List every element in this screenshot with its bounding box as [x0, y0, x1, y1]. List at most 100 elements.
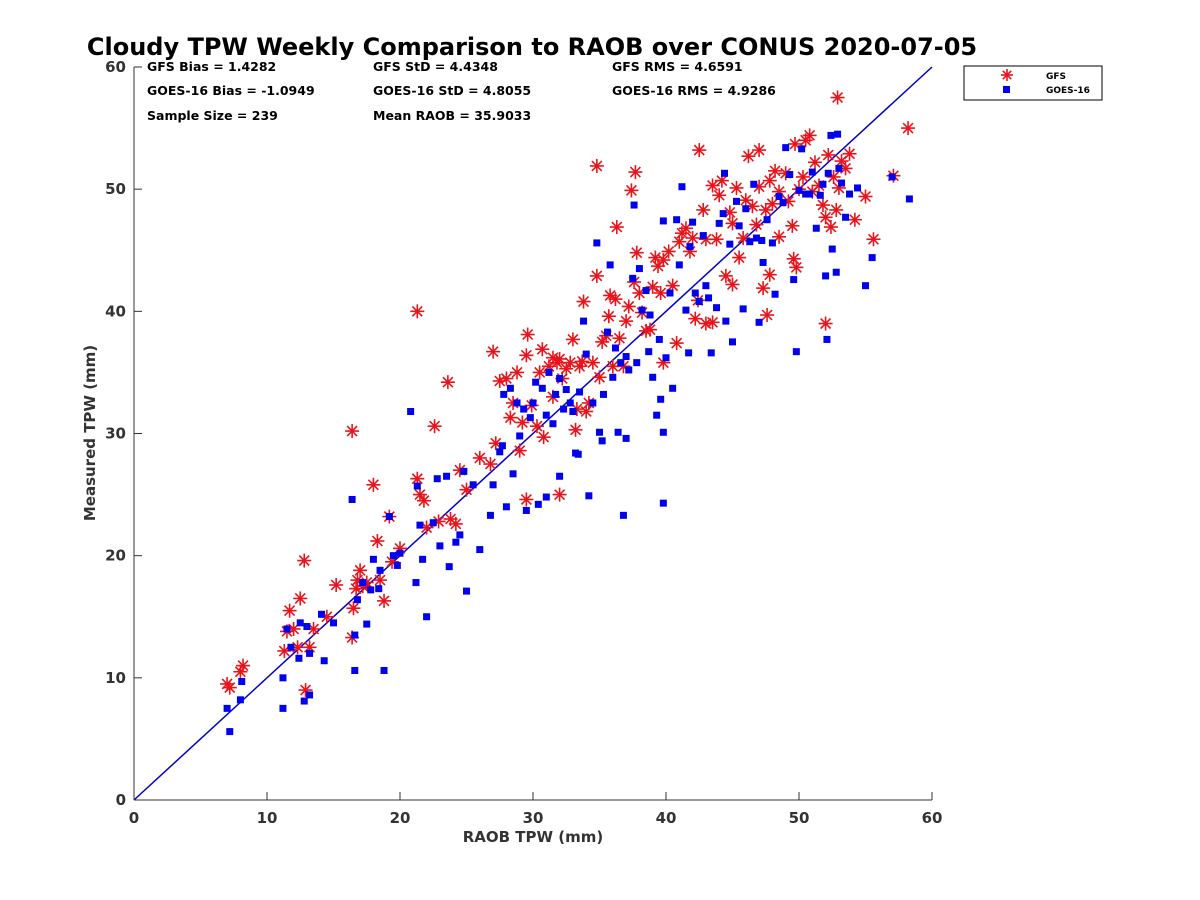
goes-16-point [380, 667, 388, 675]
goes-16-point [552, 390, 560, 398]
gfs-point [552, 487, 567, 502]
goes-16-point [707, 349, 715, 357]
goes-16-point [593, 239, 601, 247]
gfs-point [366, 477, 381, 492]
goes-16-point [713, 304, 721, 312]
goes-16-point [367, 586, 375, 594]
goes-16-point [854, 184, 862, 192]
goes-16-point [625, 366, 633, 374]
goes-16-point [715, 219, 723, 227]
gfs-point [595, 334, 610, 349]
gfs-point [669, 336, 684, 351]
legend-box [963, 65, 1103, 101]
goes-16-point [496, 448, 504, 456]
gfs-point [760, 307, 775, 322]
goes-16-point [802, 190, 810, 198]
chart-title: Cloudy TPW Weekly Comparison to RAOB ove… [87, 33, 977, 61]
goes-16-point [655, 335, 663, 343]
gfs-point [293, 591, 308, 606]
gfs-point [866, 232, 881, 247]
gfs-point [510, 365, 525, 380]
gfs-point [568, 422, 583, 437]
gfs-point [718, 268, 733, 283]
gfs-point [536, 430, 551, 445]
gfs-point [592, 370, 607, 385]
goes-16-point [782, 144, 790, 152]
goes-16-point [500, 390, 508, 398]
goes-16-point [659, 499, 667, 507]
gfs-point [585, 355, 600, 370]
goes-16-point [542, 493, 550, 501]
goes-16-point [351, 631, 359, 639]
gfs-point [373, 573, 388, 588]
goes-16-point [822, 272, 830, 280]
goes-16-point [433, 475, 441, 483]
goes-16-point [759, 258, 767, 266]
gfs-point [830, 90, 845, 105]
goes-16-point [413, 482, 421, 490]
goes-16-point [580, 317, 588, 325]
gfs-point [752, 143, 767, 158]
goes-16-point [295, 654, 303, 662]
goes-16-point [585, 492, 593, 500]
gfs-point [416, 493, 431, 508]
goes-16-point [835, 164, 843, 172]
goes-16-point [542, 411, 550, 419]
y-tick-label: 0 [116, 791, 126, 809]
gfs-point [842, 146, 857, 161]
goes-16-point [834, 130, 842, 138]
goes-16-point [423, 613, 431, 621]
gfs-point [565, 332, 580, 347]
gfs-point [762, 267, 777, 282]
gfs-point [858, 189, 873, 204]
stats-block: GFS Bias = 1.4282 GOES-16 Bias = -1.0949… [147, 59, 776, 123]
goes-16-point [611, 344, 619, 352]
gfs-point [499, 371, 514, 386]
goes-16-point [549, 420, 557, 428]
gfs-point [765, 196, 780, 211]
goes-16-point [238, 677, 246, 685]
goes-16-point [755, 318, 763, 326]
legend-goes-label: GOES-16 [1046, 86, 1090, 96]
goes-16-point [416, 521, 424, 529]
goes-16-point [888, 173, 896, 181]
gfs-point [725, 277, 740, 292]
goes-16-point [509, 470, 517, 478]
x-tick-label: 40 [656, 809, 677, 827]
gfs-point [346, 601, 361, 616]
goes-16-point [369, 555, 377, 563]
x-axis-label: RAOB TPW (mm) [463, 828, 604, 846]
goes-16-point [445, 563, 453, 571]
goes-16-point [742, 205, 750, 213]
gfs-point [624, 183, 639, 198]
goes-16-point [516, 432, 524, 440]
x-tick-label: 20 [390, 809, 411, 827]
goes-16-point [721, 169, 729, 177]
goes-16-point [682, 306, 690, 314]
gfs-point [785, 218, 800, 233]
gfs-point [576, 294, 591, 309]
gfs-point [612, 331, 627, 346]
x-tick-label: 50 [789, 809, 810, 827]
goes-16-point [699, 232, 707, 240]
y-axis-ticks: 0 10 20 30 40 50 60 [105, 58, 142, 809]
goes-16-point [576, 388, 584, 396]
goes-16-point [376, 566, 384, 574]
goes-16-point [330, 619, 337, 627]
goes-16-point [669, 384, 677, 392]
goes-16-point [363, 620, 371, 628]
goes-16-point [566, 399, 574, 407]
gfs-point [353, 563, 368, 578]
goes-16-point [320, 657, 328, 665]
goes-16-point [522, 506, 530, 514]
goes-16-point [746, 238, 754, 246]
gfs-point [823, 220, 838, 235]
goes-16-point [526, 414, 534, 422]
goes-16-point [642, 287, 650, 295]
gfs-point [609, 220, 624, 235]
gfs-point [729, 180, 744, 195]
goes-16-point [236, 696, 244, 704]
goes-16-point [306, 691, 314, 699]
stat-sample-size: Sample Size = 239 [147, 108, 278, 123]
